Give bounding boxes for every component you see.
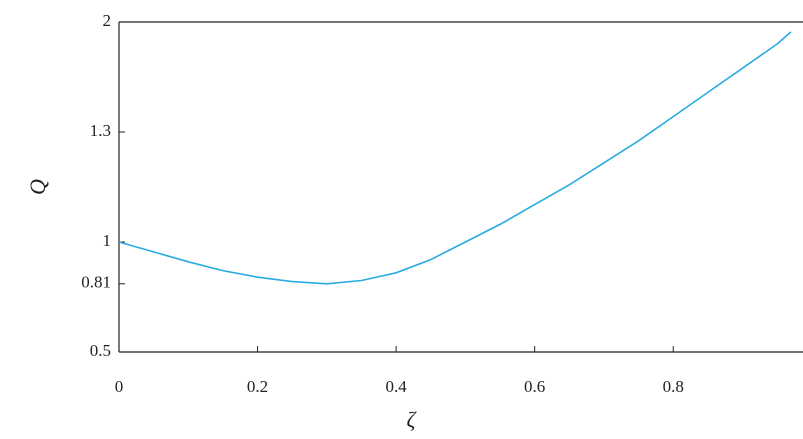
page: ζ Q 0.50.8111.3200.20.40.60.8 (() => { c… — [0, 0, 803, 439]
y-axis-label: Q — [25, 179, 50, 195]
y-tick-label: 2 — [103, 11, 112, 30]
x-tick-label: 0.8 — [663, 377, 684, 396]
data-line — [119, 32, 791, 284]
y-tick-label: 0.5 — [90, 341, 111, 360]
x-tick-label: 0.2 — [247, 377, 268, 396]
x-tick-label: 0.6 — [524, 377, 545, 396]
y-tick-label: 1.3 — [90, 121, 111, 140]
chart: ζ Q 0.5 0.81 1 1.3 2 0 0.2 0.4 0.6 0.8 — [0, 0, 803, 439]
x-tick-label: 0 — [115, 377, 124, 396]
y-tick-label: 0.81 — [81, 273, 111, 292]
x-tick-label: 0.4 — [385, 377, 407, 396]
x-axis-label: ζ — [407, 407, 418, 432]
y-tick-label: 1 — [103, 231, 112, 250]
